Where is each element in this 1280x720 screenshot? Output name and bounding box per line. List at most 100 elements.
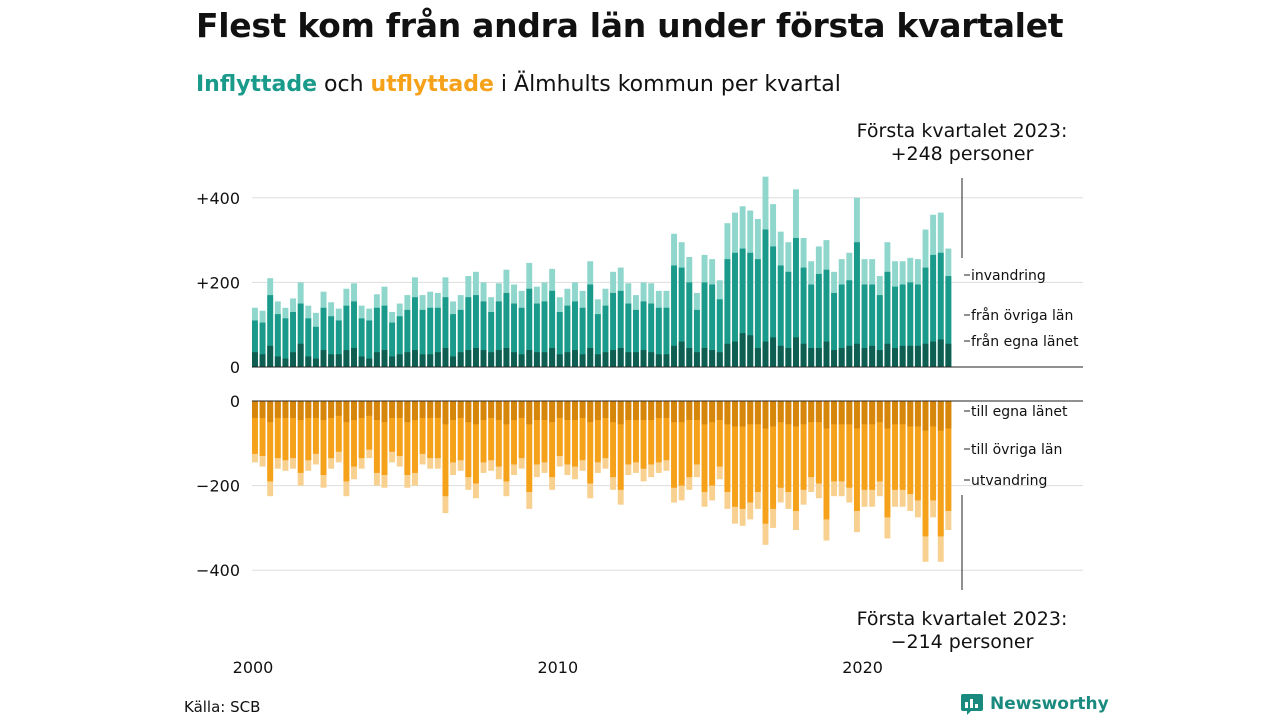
- x-tick-2000: 2000: [233, 658, 274, 677]
- bar-till-ovriga-lan: [518, 401, 525, 459]
- bar-till-egna-lanet: [320, 401, 327, 421]
- bar-till-ovriga-lan: [305, 401, 312, 461]
- bar-till-egna-lanet: [541, 401, 548, 421]
- bar-till-ovriga-lan: [259, 401, 266, 456]
- bar-fran-ovriga-lan: [846, 280, 853, 367]
- bar-fran-egna-lanet: [305, 356, 312, 367]
- bar-till-egna-lanet: [434, 401, 441, 418]
- bar-till-egna-lanet: [655, 401, 662, 418]
- bar-till-egna-lanet: [846, 401, 853, 425]
- bar-fran-egna-lanet: [899, 345, 906, 367]
- bar-till-egna-lanet: [648, 401, 655, 421]
- bar-fran-ovriga-lan: [754, 259, 761, 367]
- inflow-label-2: från egna länet: [971, 333, 1079, 350]
- bar-fran-ovriga-lan: [617, 290, 624, 367]
- bar-fran-ovriga-lan: [808, 284, 815, 367]
- newsworthy-logo-icon: [961, 694, 983, 715]
- bar-fran-egna-lanet: [556, 354, 563, 367]
- bar-till-egna-lanet: [579, 401, 586, 418]
- bar-fran-ovriga-lan: [884, 271, 891, 367]
- bar-fran-egna-lanet: [922, 343, 929, 367]
- bar-fran-egna-lanet: [762, 341, 769, 367]
- x-tick-2020: 2020: [842, 658, 883, 677]
- bar-till-ovriga-lan: [671, 401, 677, 488]
- bar-till-ovriga-lan: [762, 401, 769, 524]
- bar-fran-ovriga-lan: [488, 312, 495, 367]
- bar-till-ovriga-lan: [274, 401, 281, 459]
- bar-till-ovriga-lan: [739, 401, 746, 509]
- bar-fran-ovriga-lan: [396, 316, 403, 367]
- bar-till-egna-lanet: [610, 401, 617, 423]
- bar-till-egna-lanet: [526, 401, 533, 425]
- bar-fran-egna-lanet: [472, 347, 479, 367]
- bar-fran-egna-lanet: [267, 345, 274, 367]
- bar-fran-egna-lanet: [335, 354, 342, 367]
- bar-till-ovriga-lan: [465, 401, 472, 478]
- bar-till-ovriga-lan: [922, 401, 929, 537]
- bar-till-egna-lanet: [488, 401, 495, 418]
- bar-till-ovriga-lan: [541, 401, 548, 463]
- annotation-outflow-line1: Första kvartalet 2023:: [857, 608, 1068, 630]
- annotation-outflow-line2: −214 personer: [891, 631, 1034, 653]
- bar-till-ovriga-lan: [732, 401, 738, 507]
- bar-till-ovriga-lan: [328, 401, 335, 459]
- bar-fran-ovriga-lan: [290, 312, 296, 367]
- bar-fran-egna-lanet: [579, 354, 586, 367]
- bar-fran-egna-lanet: [495, 350, 502, 367]
- bar-till-ovriga-lan: [693, 401, 700, 465]
- bar-fran-egna-lanet: [434, 352, 441, 367]
- bar-fran-egna-lanet: [419, 354, 426, 367]
- bar-till-ovriga-lan: [412, 401, 418, 473]
- bar-fran-egna-lanet: [625, 352, 632, 367]
- bar-fran-egna-lanet: [869, 345, 876, 367]
- bar-till-ovriga-lan: [663, 401, 670, 461]
- bar-fran-egna-lanet: [252, 352, 258, 367]
- bar-till-ovriga-lan: [701, 401, 708, 492]
- bar-fran-egna-lanet: [815, 347, 822, 367]
- bar-till-egna-lanet: [937, 401, 944, 431]
- bar-till-ovriga-lan: [450, 401, 457, 463]
- bar-till-ovriga-lan: [556, 401, 563, 456]
- bar-fran-ovriga-lan: [762, 229, 769, 367]
- bar-till-egna-lanet: [861, 401, 868, 425]
- bar-till-ovriga-lan: [252, 401, 258, 454]
- bar-till-egna-lanet: [351, 401, 357, 421]
- bar-fran-ovriga-lan: [442, 297, 449, 367]
- bar-till-egna-lanet: [884, 401, 891, 429]
- bar-till-egna-lanet: [419, 401, 426, 418]
- bar-fran-egna-lanet: [427, 354, 434, 367]
- bar-till-ovriga-lan: [754, 401, 761, 492]
- bar-till-ovriga-lan: [396, 401, 403, 456]
- bar-fran-egna-lanet: [907, 345, 914, 367]
- bar-fran-egna-lanet: [282, 358, 289, 367]
- bar-till-egna-lanet: [389, 401, 396, 418]
- bar-till-egna-lanet: [335, 401, 342, 416]
- bar-fran-egna-lanet: [358, 356, 365, 367]
- bar-till-egna-lanet: [373, 401, 380, 421]
- bar-till-egna-lanet: [442, 401, 449, 425]
- bar-till-ovriga-lan: [823, 401, 830, 520]
- bar-till-egna-lanet: [808, 401, 815, 423]
- bar-fran-egna-lanet: [701, 347, 708, 367]
- bar-fran-ovriga-lan: [633, 309, 639, 367]
- bar-till-egna-lanet: [785, 401, 792, 425]
- bar-fran-ovriga-lan: [373, 307, 380, 367]
- bar-till-egna-lanet: [450, 401, 457, 421]
- bar-fran-ovriga-lan: [282, 318, 289, 367]
- bar-till-ovriga-lan: [640, 401, 647, 469]
- bar-fran-egna-lanet: [678, 341, 685, 367]
- bar-fran-ovriga-lan: [404, 309, 411, 367]
- bar-fran-egna-lanet: [892, 347, 898, 367]
- bar-fran-egna-lanet: [610, 350, 617, 367]
- bar-fran-ovriga-lan: [747, 252, 754, 367]
- bar-fran-egna-lanet: [602, 352, 609, 367]
- annotation-inflow-line1: Första kvartalet 2023:: [857, 120, 1068, 142]
- bar-fran-ovriga-lan: [450, 314, 457, 367]
- bar-fran-ovriga-lan: [937, 252, 944, 367]
- bar-fran-egna-lanet: [320, 350, 327, 367]
- bar-till-egna-lanet: [495, 401, 502, 421]
- bar-till-ovriga-lan: [511, 401, 517, 465]
- bar-till-egna-lanet: [701, 401, 708, 425]
- bar-fran-egna-lanet: [808, 347, 815, 367]
- bar-till-ovriga-lan: [846, 401, 853, 488]
